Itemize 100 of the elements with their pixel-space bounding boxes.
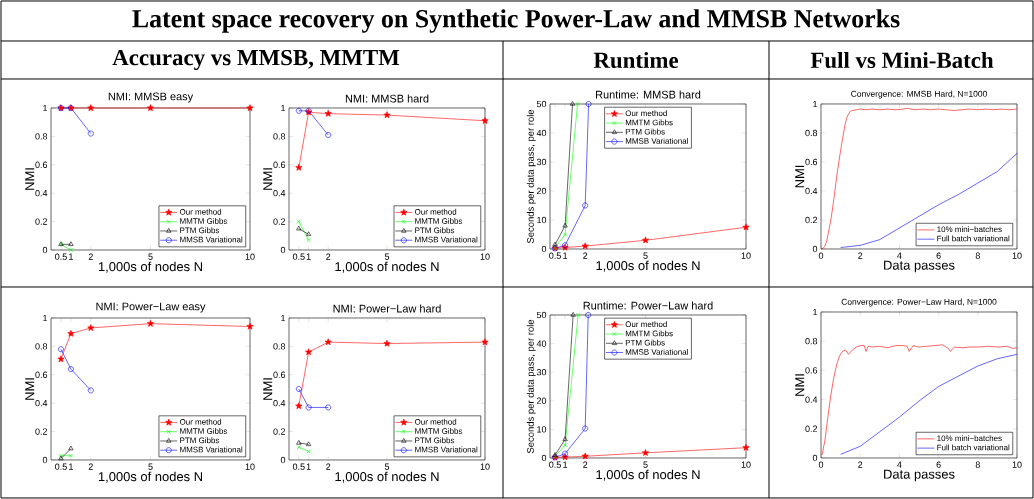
y-tick-label: 40 — [536, 340, 547, 347]
y-axis-title: NMI — [263, 378, 273, 400]
x-tick-label: 10 — [1012, 252, 1022, 259]
y-tick-label: 0.6 — [35, 371, 48, 378]
y-tick-label: 0.8 — [35, 343, 48, 350]
x-tick-label: 0.5 — [292, 463, 305, 470]
x-tick-label: 10 — [245, 463, 255, 470]
x-axis-title: 1,000s of nodes N — [596, 260, 700, 272]
y-tick-label: 0.8 — [805, 129, 818, 137]
y-tick-label: 0.8 — [805, 338, 818, 345]
y-axis-title: NMI — [795, 165, 805, 188]
x-tick-label: 10 — [741, 461, 751, 468]
x-axis-title: 1,000s of nodes N — [98, 261, 202, 273]
x-tick-label: 2 — [88, 463, 93, 470]
y-tick-label: 0.2 — [805, 425, 818, 432]
y-axis-title: NMI — [25, 168, 35, 190]
x-tick-label: 2 — [858, 461, 863, 468]
y-tick-label: 30 — [536, 158, 547, 166]
y-tick-label: 0.4 — [805, 396, 818, 403]
x-axis-title: 1,000s of nodes N — [98, 471, 202, 483]
x-tick-label: 4 — [897, 461, 902, 468]
x-tick-label: 6 — [936, 252, 941, 259]
chart-title: Runtime: MMSB hard — [596, 90, 701, 99]
y-tick-label: 0 — [280, 246, 286, 254]
x-tick-label: 8 — [975, 461, 980, 468]
y-tick-label: 0.6 — [273, 161, 286, 168]
x-tick-label: 1 — [563, 461, 568, 468]
chart-title: Convergence: MMSB Hard, N=1000 — [851, 90, 987, 99]
x-tick-label: 5 — [384, 463, 390, 470]
x-tick-label: 2 — [583, 461, 588, 468]
text: Accuracy vs MMSB, MMTM — [112, 49, 400, 71]
x-tick-label: 0 — [818, 252, 824, 259]
y-tick-label: 0.2 — [35, 428, 48, 435]
x-tick-label: 4 — [897, 252, 902, 259]
x-tick-label: 1 — [69, 253, 73, 260]
x-axis-title: Data passes — [884, 469, 955, 482]
chart-title: NMI: MMSB easy — [108, 92, 194, 103]
y-tick-label: 1 — [813, 100, 818, 108]
x-tick-label: 2 — [583, 252, 588, 259]
y-tick-label: 1 — [813, 308, 818, 316]
x-tick-label: 2 — [326, 463, 331, 470]
y-tick-label: 0.2 — [273, 218, 286, 225]
x-tick-label: 0.5 — [55, 253, 67, 260]
y-tick-label: 0.6 — [273, 371, 286, 378]
y-tick-label: 0.6 — [35, 161, 48, 168]
y-tick-label: 30 — [536, 369, 547, 376]
text: Latent space recovery on Synthetic Power-Law and MMSB Networks — [132, 9, 900, 33]
x-tick-label: 10 — [480, 253, 490, 260]
chart-title: Convergence: Power−Law Hard, N=1000 — [841, 298, 997, 307]
y-tick-label: 0.4 — [35, 400, 48, 407]
y-tick-label: 1 — [43, 104, 48, 112]
x-tick-label: 5 — [643, 252, 648, 259]
y-tick-label: 1 — [281, 314, 286, 322]
x-tick-label: 5 — [148, 253, 153, 260]
y-tick-label: 20 — [536, 187, 547, 195]
y-tick-label: 50 — [536, 311, 547, 319]
y-tick-label: 0.2 — [805, 216, 818, 224]
y-tick-label: 1 — [43, 314, 48, 322]
x-tick-label: 10 — [741, 252, 751, 259]
y-axis-title: Seconds per data pass, per role — [526, 109, 536, 244]
y-tick-label: 0.8 — [35, 133, 48, 140]
text: Full vs Mini-Batch — [810, 51, 994, 69]
y-axis-title: NMI — [263, 168, 273, 190]
y-tick-label: 50 — [536, 100, 547, 108]
x-axis-title: 1,000s of nodes N — [335, 471, 439, 483]
x-tick-label: 5 — [148, 463, 153, 470]
x-tick-label: 6 — [936, 461, 941, 468]
y-tick-label: 0.2 — [273, 428, 286, 435]
x-axis-title: 1,000s of nodes N — [335, 261, 439, 273]
x-tick-label: 1 — [306, 253, 311, 260]
x-tick-label: 5 — [384, 253, 390, 260]
y-tick-label: 10 — [537, 426, 547, 433]
x-tick-label: 10 — [245, 253, 255, 260]
x-tick-label: 2 — [858, 252, 863, 259]
y-tick-label: 0.4 — [273, 400, 286, 407]
y-tick-label: 0.6 — [805, 158, 818, 166]
x-tick-label: 10 — [1012, 461, 1022, 468]
y-tick-label: 0 — [812, 454, 818, 462]
y-tick-label: 0.4 — [35, 190, 48, 197]
x-tick-label: 8 — [975, 252, 980, 259]
x-axis-title: 1,000s of nodes N — [596, 469, 700, 481]
x-tick-label: 0.5 — [55, 463, 67, 470]
x-tick-label: 1 — [563, 252, 568, 259]
y-tick-label: 0 — [541, 245, 547, 253]
chart-title: NMI: MMSB hard — [345, 94, 429, 103]
x-tick-label: 2 — [326, 253, 331, 260]
y-tick-label: 0.4 — [273, 190, 286, 197]
y-tick-label: 20 — [536, 397, 547, 404]
text: Runtime — [593, 51, 679, 69]
y-tick-label: 0 — [541, 454, 547, 462]
y-tick-label: 0 — [42, 246, 48, 254]
x-tick-label: 0.5 — [549, 461, 561, 468]
y-axis-title: NMI — [25, 378, 35, 400]
y-tick-label: 0 — [812, 245, 818, 253]
y-tick-label: 0.8 — [273, 343, 286, 350]
x-tick-label: 0.5 — [292, 253, 305, 260]
y-tick-label: 0.2 — [35, 218, 48, 225]
y-axis-title: NMI — [795, 374, 805, 396]
x-tick-label: 1 — [69, 463, 73, 470]
x-tick-label: 10 — [480, 463, 490, 470]
